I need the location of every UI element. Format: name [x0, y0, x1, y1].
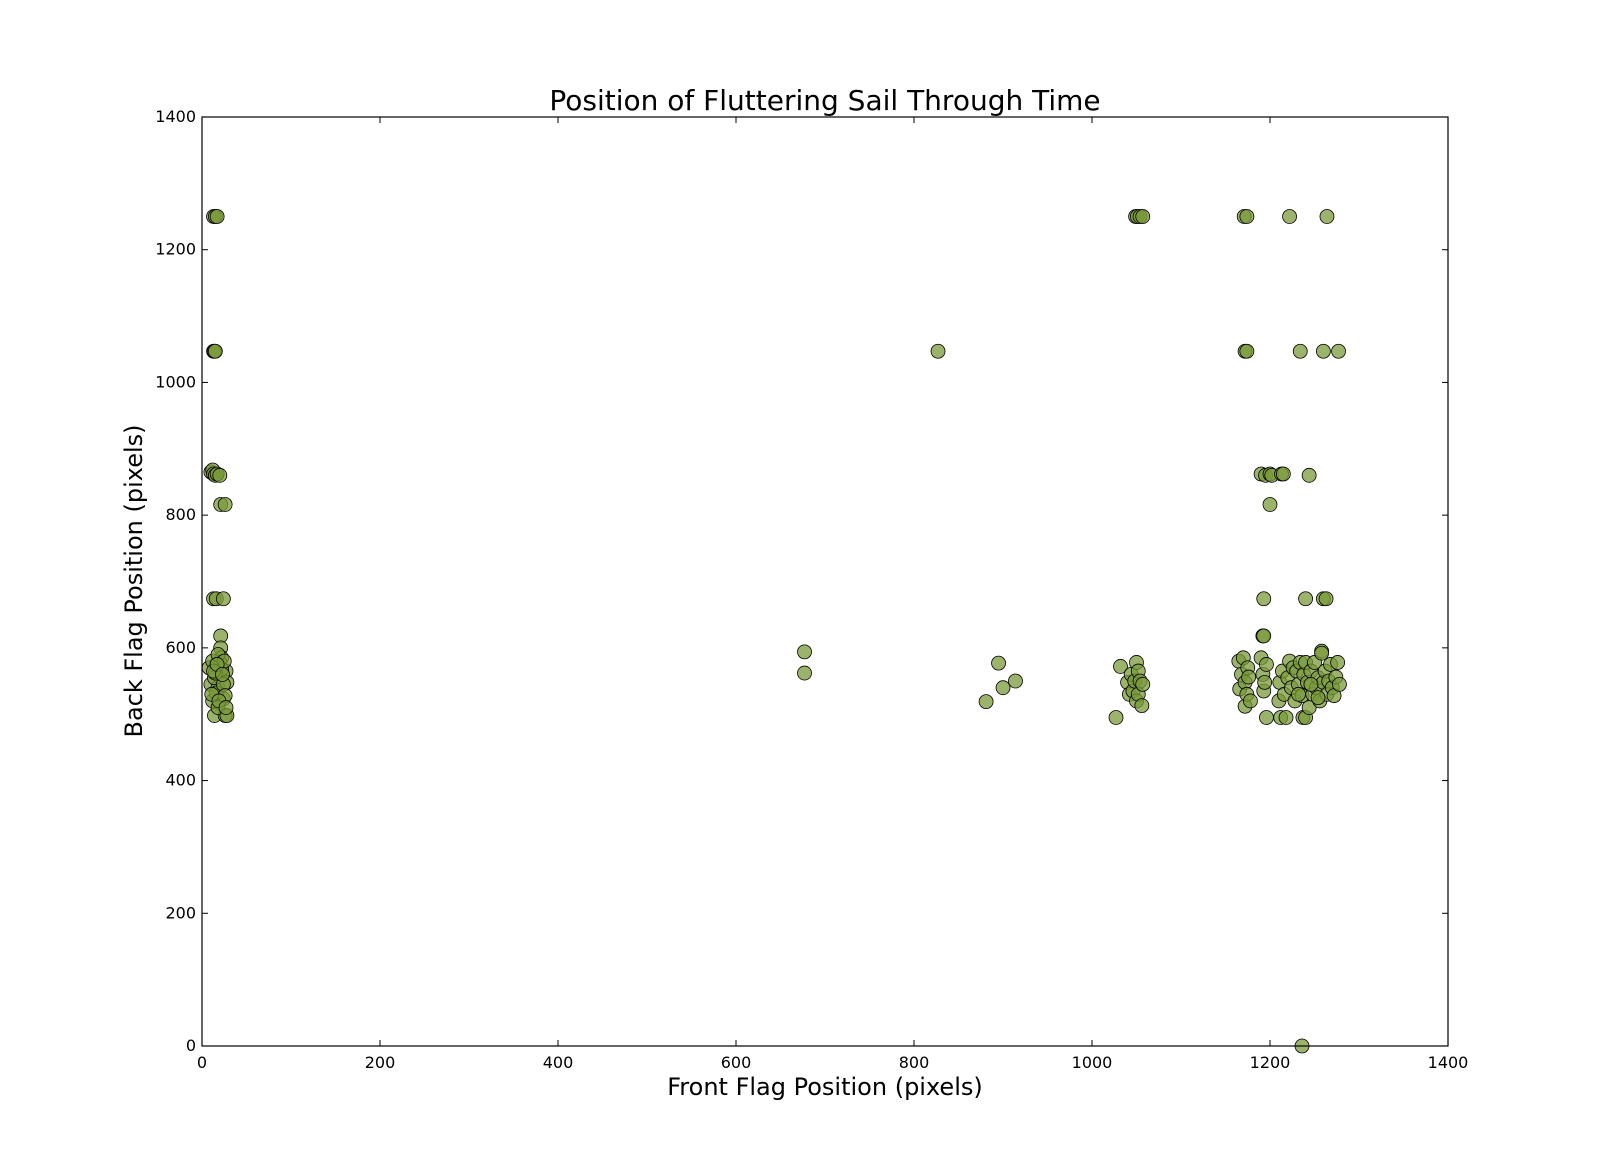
data-point	[1257, 674, 1273, 690]
x-axis-title: Front Flag Position (pixels)	[667, 1073, 982, 1101]
data-point	[797, 644, 812, 660]
y-tick-label: 1400	[155, 107, 196, 126]
data-point	[1256, 628, 1272, 644]
data-point	[217, 497, 233, 512]
data-point	[1314, 645, 1330, 661]
data-point	[1318, 591, 1334, 607]
data-point	[1262, 497, 1278, 512]
data-point	[1135, 209, 1151, 224]
data-point	[1278, 710, 1294, 725]
y-tick-label: 600	[165, 638, 196, 657]
data-point	[207, 343, 223, 359]
x-tick-label: 1000	[1072, 1053, 1113, 1072]
data-point	[215, 591, 231, 607]
data-point	[1008, 673, 1023, 689]
data-point	[1330, 655, 1346, 670]
data-point	[1310, 690, 1326, 706]
y-tick-label: 1200	[155, 240, 196, 259]
data-point	[1259, 710, 1274, 725]
x-tick-label: 1200	[1250, 1053, 1291, 1072]
axis-ticks: 0 200 400 600 800 1000 1200 1400 0 200 400 600 800 10…	[155, 107, 1468, 1072]
data-point	[1282, 209, 1297, 224]
y-tick-label: 1000	[155, 372, 196, 391]
data-point	[1256, 591, 1272, 607]
data-point	[1275, 466, 1291, 482]
data-point	[1303, 676, 1319, 692]
x-tick-label: 200	[365, 1053, 396, 1072]
data-point	[1239, 209, 1255, 224]
data-point	[1291, 686, 1306, 702]
data-point	[978, 694, 994, 710]
y-tick-label: 400	[165, 771, 196, 790]
data-point	[930, 343, 946, 359]
y-axis-title: Back Flag Position (pixels)	[120, 424, 148, 737]
data-point	[1301, 467, 1317, 483]
x-tick-label: 600	[721, 1053, 752, 1072]
data-point	[1239, 343, 1255, 359]
data-point	[209, 209, 225, 224]
x-tick-label: 0	[197, 1053, 207, 1072]
y-tick-label: 200	[165, 903, 196, 922]
data-points	[201, 209, 1347, 1054]
data-point	[1331, 343, 1346, 359]
data-point	[1135, 676, 1151, 692]
data-point	[797, 665, 812, 681]
data-point	[215, 667, 230, 682]
data-point	[1292, 343, 1308, 359]
data-point	[1243, 693, 1258, 709]
x-tick-label: 800	[899, 1053, 930, 1072]
data-point	[212, 467, 228, 483]
data-point	[1134, 698, 1150, 713]
data-point	[1319, 209, 1335, 224]
data-point	[995, 680, 1011, 696]
plot-frame	[201, 116, 1449, 1047]
data-point	[1332, 676, 1347, 692]
data-point	[1113, 659, 1128, 674]
y-tick-label: 0	[186, 1036, 196, 1055]
chart-title: Position of Fluttering Sail Through Time	[549, 84, 1100, 117]
y-tick-label: 800	[165, 505, 196, 524]
x-tick-label: 400	[543, 1053, 574, 1072]
data-point	[1108, 710, 1124, 725]
data-point	[218, 700, 234, 715]
x-tick-label: 1400	[1428, 1053, 1469, 1072]
data-point	[1298, 591, 1313, 607]
data-point	[1241, 669, 1257, 685]
data-point	[1316, 343, 1331, 359]
data-point	[1259, 657, 1274, 672]
data-point	[991, 655, 1006, 671]
